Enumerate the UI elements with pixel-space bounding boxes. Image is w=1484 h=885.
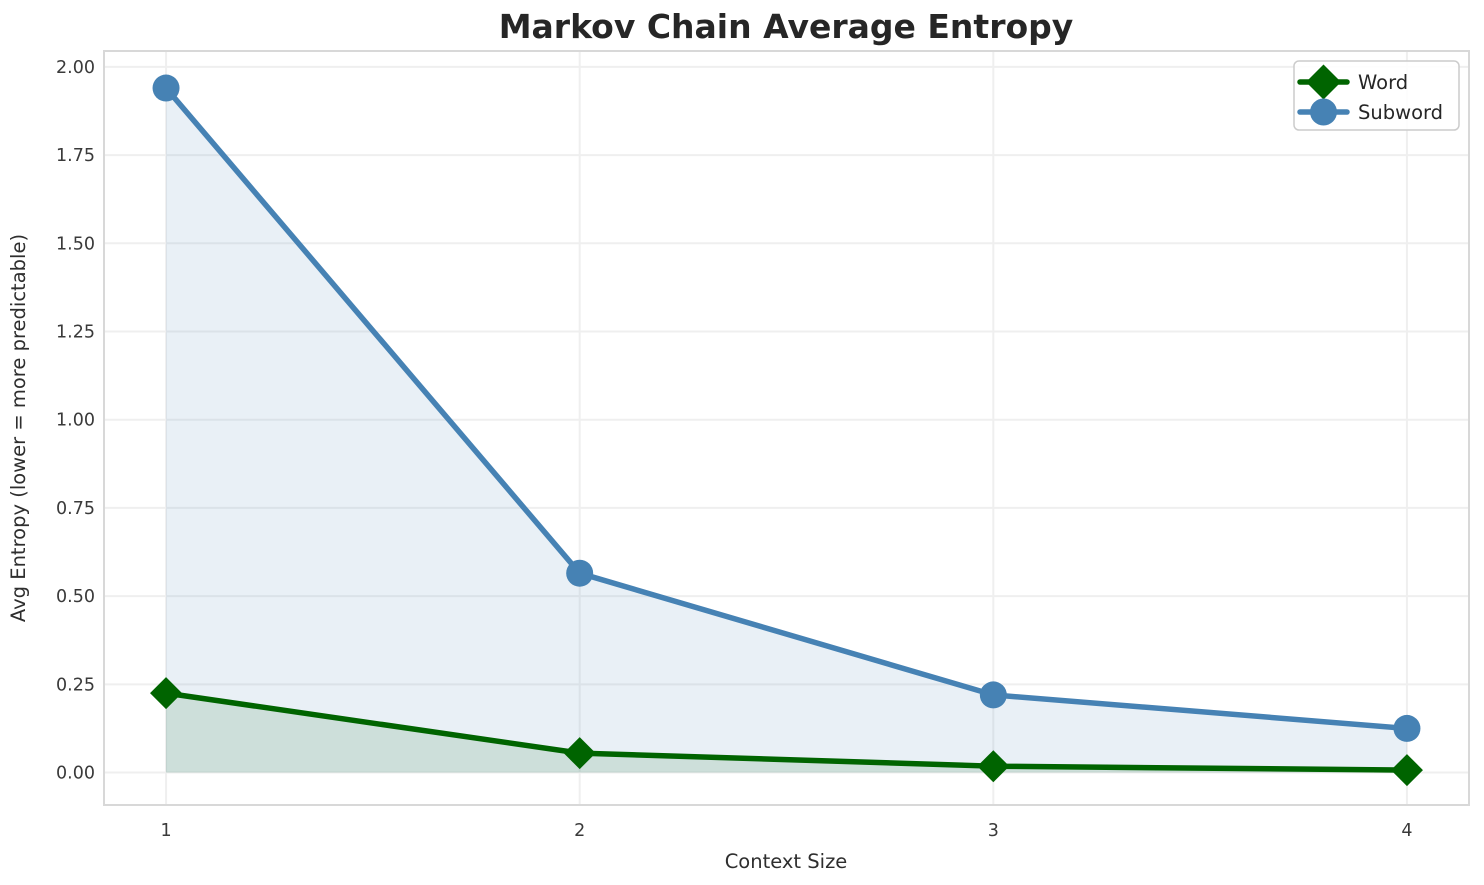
series-subword	[152, 74, 1421, 742]
series-line-subword	[163, 85, 1410, 732]
series-word	[150, 677, 1423, 787]
area-fill-subword	[166, 88, 1407, 773]
x-tick-label: 3	[988, 821, 999, 841]
diamond-marker-icon	[977, 750, 1010, 783]
circle-marker-icon	[566, 559, 594, 587]
x-tick-label: 2	[574, 821, 585, 841]
circle-marker-icon	[152, 74, 180, 102]
series-lines	[150, 74, 1423, 787]
y-tick-label: 1.50	[56, 234, 95, 254]
y-tick-label: 0.50	[56, 587, 95, 607]
y-tick-label: 1.25	[56, 323, 95, 343]
y-tick-labels: 0.00 0.25 0.50 0.75 1.00 1.25 1.50 1.75 2.00	[56, 58, 95, 784]
legend-item-word: Word	[1297, 64, 1408, 100]
y-tick-label: 0.25	[56, 675, 95, 695]
series-line-word	[163, 690, 1410, 773]
legend-item-subword: Subword	[1297, 98, 1443, 126]
area-fills	[166, 88, 1407, 773]
y-axis-label: Avg Entropy (lower = more predictable)	[7, 234, 30, 622]
legend-label: Subword	[1358, 101, 1443, 124]
x-tick-labels: 1 2 3 4	[160, 821, 1412, 841]
circle-marker-icon	[1393, 714, 1421, 742]
diamond-marker-icon	[563, 737, 596, 770]
x-tick-label: 1	[160, 821, 171, 841]
x-tick-label: 4	[1401, 821, 1412, 841]
gridlines	[104, 51, 1469, 805]
y-tick-label: 2.00	[56, 58, 95, 78]
plot-border	[103, 50, 1470, 806]
y-tick-label: 0.75	[56, 499, 95, 519]
x-axis-label: Context Size	[725, 850, 848, 873]
area-fill-word	[166, 693, 1407, 773]
y-tick-label: 1.75	[56, 146, 95, 166]
circle-marker-icon	[979, 681, 1007, 709]
legend-label: Word	[1358, 71, 1408, 94]
diamond-marker-icon	[1390, 754, 1423, 787]
chart-title: Markov Chain Average Entropy	[499, 7, 1074, 46]
legend-diamond-icon	[1306, 64, 1341, 100]
y-tick-label: 0.00	[56, 764, 95, 784]
legend: Word Subword	[1293, 60, 1460, 131]
y-tick-label: 1.00	[56, 411, 95, 431]
diamond-marker-icon	[150, 677, 183, 710]
legend-circle-icon	[1310, 98, 1337, 126]
